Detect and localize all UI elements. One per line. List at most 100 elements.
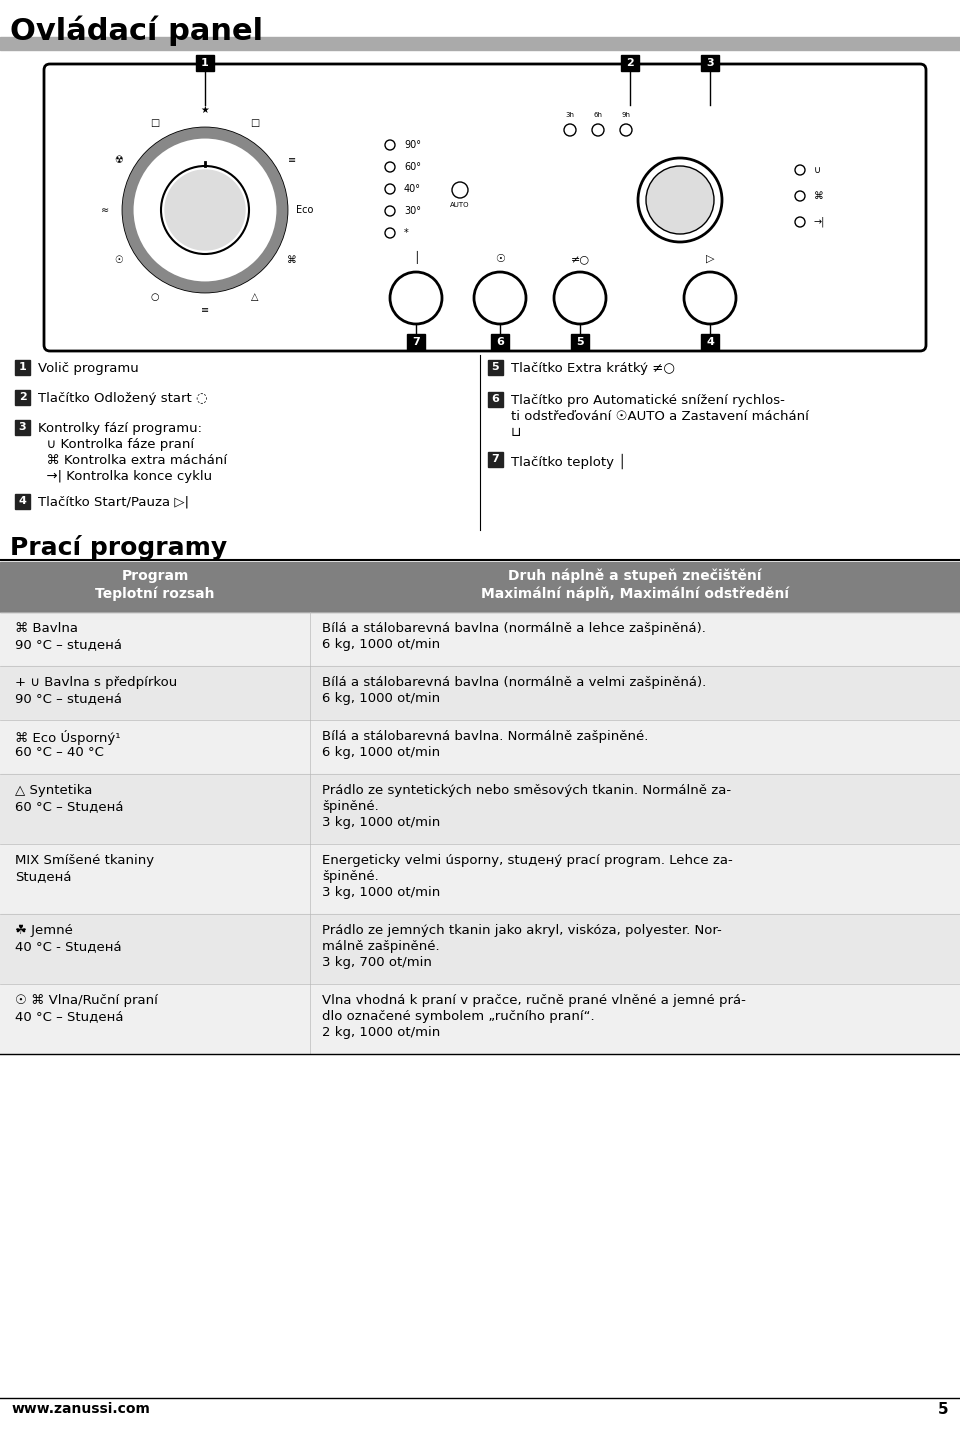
Text: Tlačítko teploty │: Tlačítko teploty │	[511, 454, 626, 469]
Circle shape	[385, 184, 395, 194]
Circle shape	[474, 272, 526, 324]
Text: 3: 3	[18, 422, 26, 432]
Text: ∪ Kontrolka fáze praní: ∪ Kontrolka fáze praní	[38, 438, 194, 451]
Circle shape	[390, 272, 442, 324]
Text: 90°: 90°	[404, 140, 421, 150]
Circle shape	[592, 124, 604, 135]
Text: 5: 5	[576, 337, 584, 347]
Circle shape	[795, 217, 805, 228]
Text: Bílá a stálobarevná bavlna (normálně a lehce zašpiněná).: Bílá a stálobarevná bavlna (normálně a l…	[322, 622, 706, 635]
Text: 2: 2	[18, 393, 26, 403]
Text: Maximální náplň, Maximální odstředění: Maximální náplň, Maximální odstředění	[481, 586, 789, 602]
Text: špiněné.: špiněné.	[322, 870, 379, 883]
Bar	[701, 334, 719, 350]
Bar	[488, 360, 503, 374]
Text: 6 kg, 1000 ot/min: 6 kg, 1000 ot/min	[322, 746, 440, 759]
Circle shape	[165, 170, 245, 251]
Bar	[0, 612, 960, 665]
Bar	[0, 914, 960, 984]
Text: 1: 1	[202, 58, 209, 68]
Text: Tlačítko pro Automatické snížení rychlos-: Tlačítko pro Automatické snížení rychlos…	[511, 395, 785, 408]
Bar	[0, 775, 960, 844]
Text: ☉: ☉	[114, 255, 123, 265]
Text: 4: 4	[706, 337, 714, 347]
Text: 90 °C – stuденá: 90 °C – stuденá	[15, 638, 122, 651]
Text: dlo označené symbolem „ručního praní“.: dlo označené symbolem „ručního praní“.	[322, 1009, 594, 1022]
Text: 2: 2	[626, 58, 634, 68]
Bar	[0, 562, 960, 612]
Text: ★: ★	[201, 105, 209, 115]
Text: ⌘: ⌘	[814, 192, 824, 202]
Bar	[0, 665, 960, 720]
Text: AUTO: AUTO	[450, 202, 469, 207]
Text: ≡: ≡	[201, 305, 209, 315]
Text: Tlačítko Extra krátký ≠○: Tlačítko Extra krátký ≠○	[511, 361, 675, 374]
Text: △: △	[252, 292, 259, 301]
Text: ☢: ☢	[114, 156, 123, 166]
Text: 5: 5	[937, 1403, 948, 1417]
Text: ▷: ▷	[706, 253, 714, 264]
Text: ⌘ Eco Úsporný¹: ⌘ Eco Úsporný¹	[15, 730, 121, 744]
Text: špiněné.: špiněné.	[322, 801, 379, 814]
Text: ti odstřeďování ☉AUTO a Zastavení máchání: ti odstřeďování ☉AUTO a Zastavení máchán…	[511, 410, 809, 423]
Bar	[15, 420, 30, 435]
Text: 30°: 30°	[404, 206, 421, 216]
Text: 40 °C – Stuденá: 40 °C – Stuденá	[15, 1009, 124, 1022]
Text: ☉: ☉	[495, 253, 505, 264]
Text: ⌘ Kontrolka extra máchání: ⌘ Kontrolka extra máchání	[38, 454, 228, 467]
Text: Prádlo ze syntetických nebo směsových tkanin. Normálně za-: Prádlo ze syntetických nebo směsových tk…	[322, 783, 732, 796]
Text: ∪: ∪	[814, 166, 821, 176]
Text: Eco: Eco	[297, 204, 314, 215]
Circle shape	[795, 166, 805, 176]
Text: ⊔: ⊔	[511, 426, 521, 439]
Circle shape	[638, 158, 722, 242]
Text: 1: 1	[18, 363, 26, 373]
Bar	[701, 55, 719, 71]
Text: 3 kg, 700 ot/min: 3 kg, 700 ot/min	[322, 956, 432, 969]
Circle shape	[385, 228, 395, 238]
Text: △ Syntetika: △ Syntetika	[15, 783, 92, 796]
Text: 3 kg, 1000 ot/min: 3 kg, 1000 ot/min	[322, 886, 441, 899]
Text: *: *	[404, 228, 409, 238]
Text: Prací programy: Prací programy	[10, 536, 228, 560]
Text: ≠○: ≠○	[570, 253, 589, 264]
Text: 5: 5	[492, 363, 499, 373]
Text: 6: 6	[496, 337, 504, 347]
Bar	[0, 984, 960, 1054]
Circle shape	[385, 140, 395, 150]
Text: 90 °C – stuденá: 90 °C – stuденá	[15, 693, 122, 706]
Text: ○: ○	[151, 292, 159, 301]
Text: Prádlo ze jemných tkanin jako akryl, viskóza, polyester. Nor-: Prádlo ze jemných tkanin jako akryl, vis…	[322, 924, 722, 937]
Bar	[15, 390, 30, 405]
Bar	[571, 334, 589, 350]
Text: málně zašpiněné.: málně zašpiněné.	[322, 940, 440, 953]
Text: Vlna vhodná k praní v pračce, ručně prané vlněné a jemné prá-: Vlna vhodná k praní v pračce, ručně pran…	[322, 994, 746, 1007]
Bar	[488, 392, 503, 408]
Text: 40°: 40°	[404, 184, 421, 194]
Text: Bílá a stálobarevná bavlna. Normálně zašpiněné.: Bílá a stálobarevná bavlna. Normálně zaš…	[322, 730, 648, 743]
Bar	[0, 844, 960, 914]
Text: Program: Program	[121, 569, 189, 583]
Circle shape	[161, 166, 249, 253]
Text: Stuденá: Stuденá	[15, 870, 71, 883]
Bar	[407, 334, 425, 350]
Text: 3h: 3h	[565, 112, 574, 118]
Circle shape	[385, 161, 395, 171]
Text: □: □	[251, 118, 259, 128]
Text: ⌘ Bavlna: ⌘ Bavlna	[15, 622, 78, 635]
Text: 6: 6	[492, 395, 499, 405]
Circle shape	[452, 181, 468, 197]
Text: 7: 7	[412, 337, 420, 347]
Bar	[621, 55, 639, 71]
Text: + ∪ Bavlna s předpírkou: + ∪ Bavlna s předpírkou	[15, 675, 178, 688]
Circle shape	[795, 192, 805, 202]
Text: │: │	[413, 251, 420, 264]
Bar	[488, 452, 503, 467]
Text: 9h: 9h	[621, 112, 631, 118]
Circle shape	[684, 272, 736, 324]
Text: Tlačítko Odložený start ◌: Tlačítko Odložený start ◌	[38, 392, 207, 405]
Text: MIX Smíšené tkaniny: MIX Smíšené tkaniny	[15, 854, 155, 867]
Circle shape	[554, 272, 606, 324]
Text: ≈: ≈	[101, 204, 109, 215]
Circle shape	[620, 124, 632, 135]
